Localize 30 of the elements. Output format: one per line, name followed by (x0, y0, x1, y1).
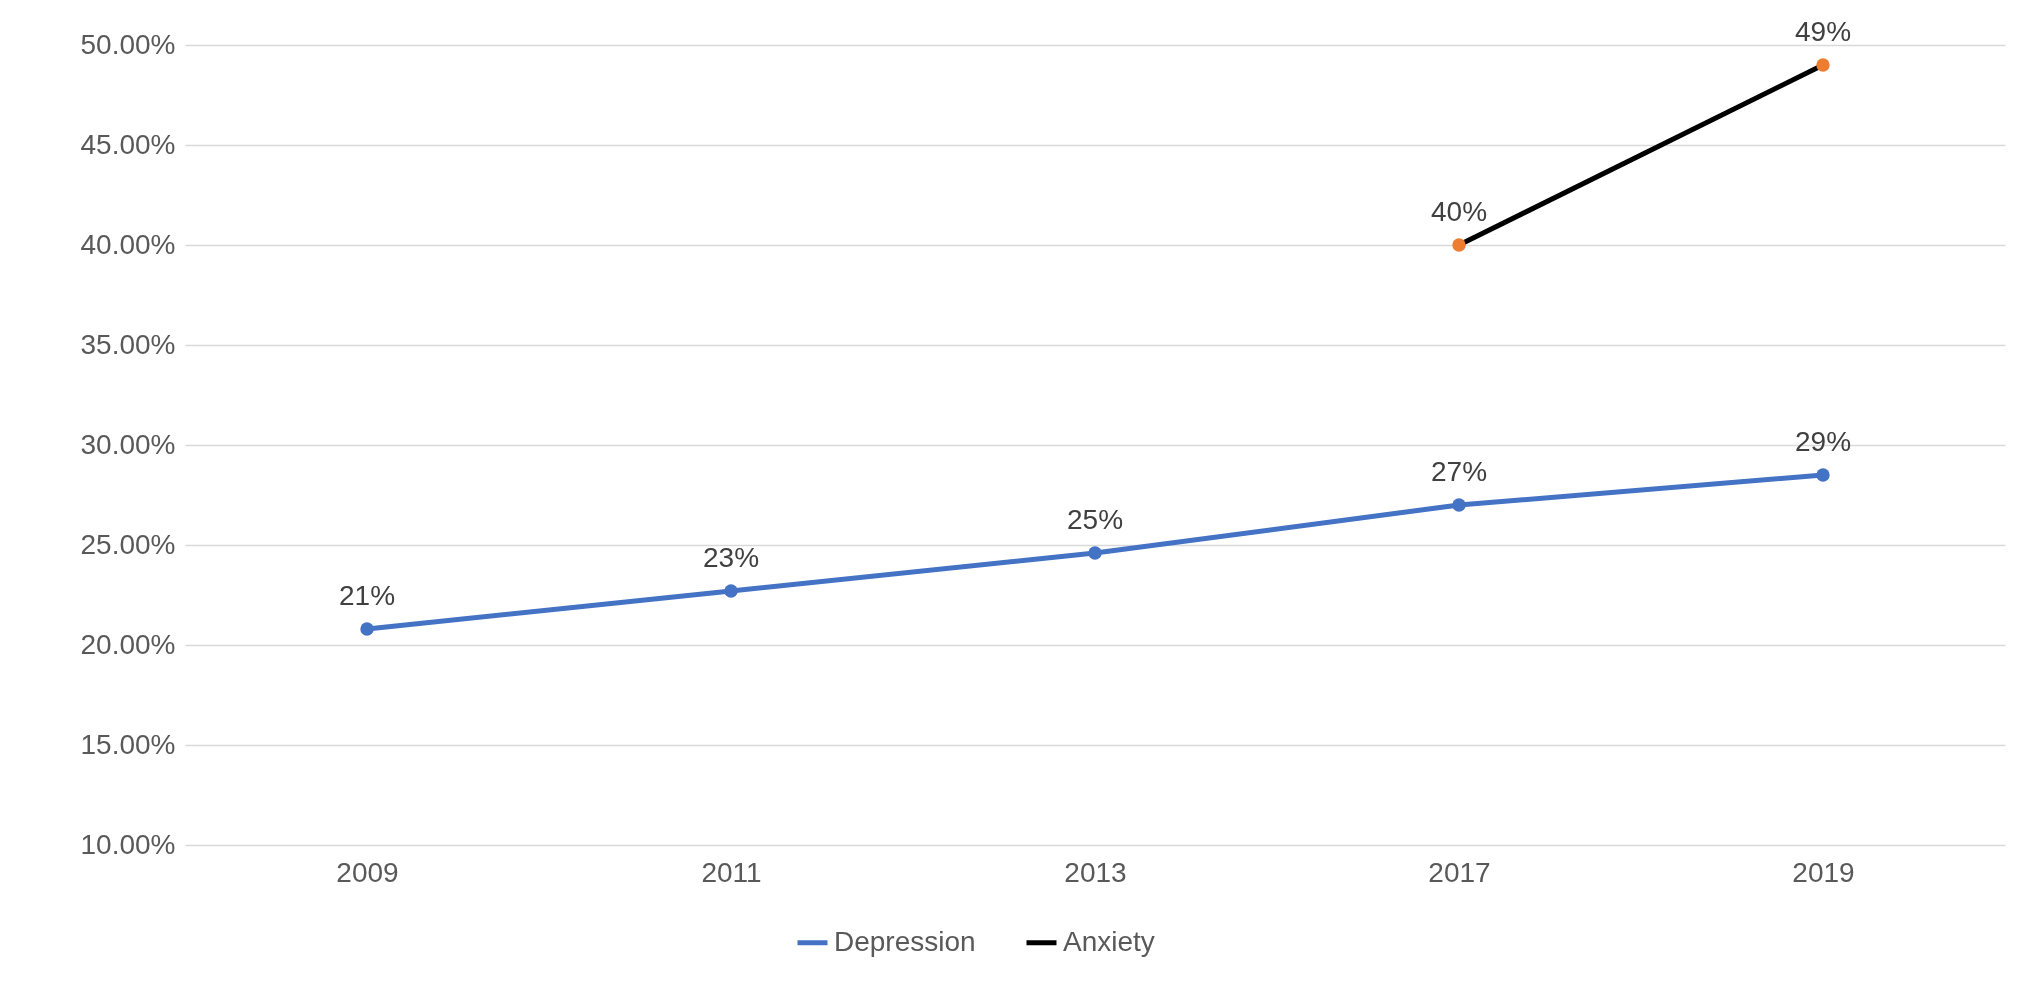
y-tick-label: 40.00% (80, 228, 176, 260)
x-tick-label: 2017 (1428, 856, 1491, 888)
point (1452, 498, 1466, 512)
y-tick-label: 35.00% (80, 328, 176, 360)
legend-label: Depression (834, 925, 976, 957)
data-label: 40% (1430, 196, 1488, 227)
y-tick-label: 30.00% (80, 428, 176, 460)
point (1452, 238, 1466, 252)
data-label: 49% (1794, 16, 1852, 47)
y-tick-label: 45.00% (80, 128, 176, 160)
y-tick-label: 50.00% (80, 28, 176, 60)
data-label: 27% (1430, 456, 1488, 487)
data-label: 25% (1066, 504, 1124, 535)
x-tick-label: 2013 (1064, 856, 1127, 888)
y-tick-label: 25.00% (80, 528, 176, 560)
x-tick-label: 2011 (701, 856, 762, 888)
point (1088, 546, 1102, 560)
x-tick-label: 2009 (336, 856, 399, 888)
y-tick-label: 15.00% (80, 728, 176, 760)
data-label: 23% (702, 542, 760, 573)
y-tick-label: 10.00% (80, 828, 176, 860)
data-label: 21% (338, 580, 396, 611)
point (724, 584, 738, 598)
point (360, 622, 374, 636)
y-tick-label: 20.00% (80, 628, 176, 660)
x-tick-label: 2019 (1792, 856, 1855, 888)
legend-label: Anxiety (1063, 925, 1155, 957)
point (1816, 468, 1830, 482)
data-label: 29% (1794, 426, 1852, 457)
point (1816, 58, 1830, 72)
